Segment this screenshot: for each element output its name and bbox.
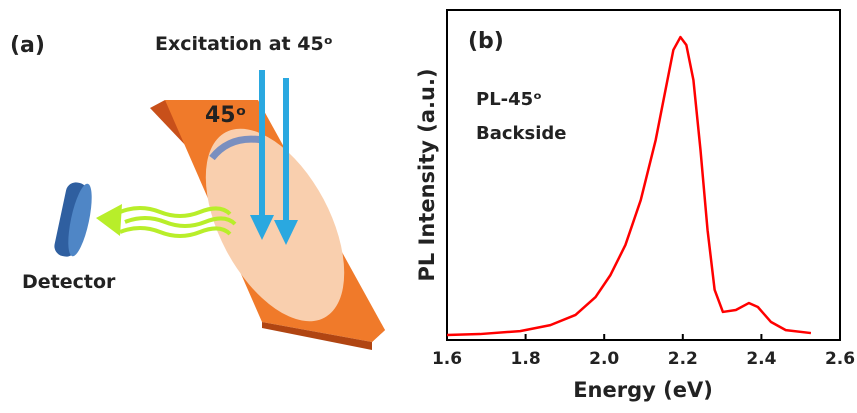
annotation: PL-45ᵒ bbox=[476, 89, 542, 110]
panel-label: (a) bbox=[10, 33, 45, 58]
x-axis-label: Energy (eV) bbox=[573, 378, 713, 402]
x-tick-label: 1.8 bbox=[511, 349, 541, 369]
angle-label: 45ᵒ bbox=[205, 103, 246, 128]
data-line bbox=[446, 35, 812, 337]
x-tick-label: 2.0 bbox=[589, 349, 619, 369]
x-tick-label: 2.6 bbox=[825, 349, 855, 369]
detector-label: Detector bbox=[22, 271, 116, 293]
emission-arrow bbox=[96, 204, 237, 238]
annotation: Backside bbox=[476, 123, 566, 144]
angle-arc bbox=[209, 135, 263, 161]
x-tick-label: 2.2 bbox=[668, 349, 698, 369]
excitation-label: Excitation at 45ᵒ bbox=[155, 33, 333, 55]
x-tick-label: 2.4 bbox=[746, 349, 776, 369]
x-tick-label: 1.6 bbox=[432, 349, 462, 369]
panel-label: (b) bbox=[468, 29, 504, 54]
chart: 1.6 1.8 2.0 2.2 2.4 2.6 (b) PL-45ᵒ Backside Energ… bbox=[415, 9, 855, 402]
excitation-arrows bbox=[250, 70, 298, 245]
plot-frame bbox=[446, 9, 841, 341]
detector-icon bbox=[54, 182, 92, 257]
y-axis-label: PL Intensity (a.u.) bbox=[415, 68, 439, 281]
